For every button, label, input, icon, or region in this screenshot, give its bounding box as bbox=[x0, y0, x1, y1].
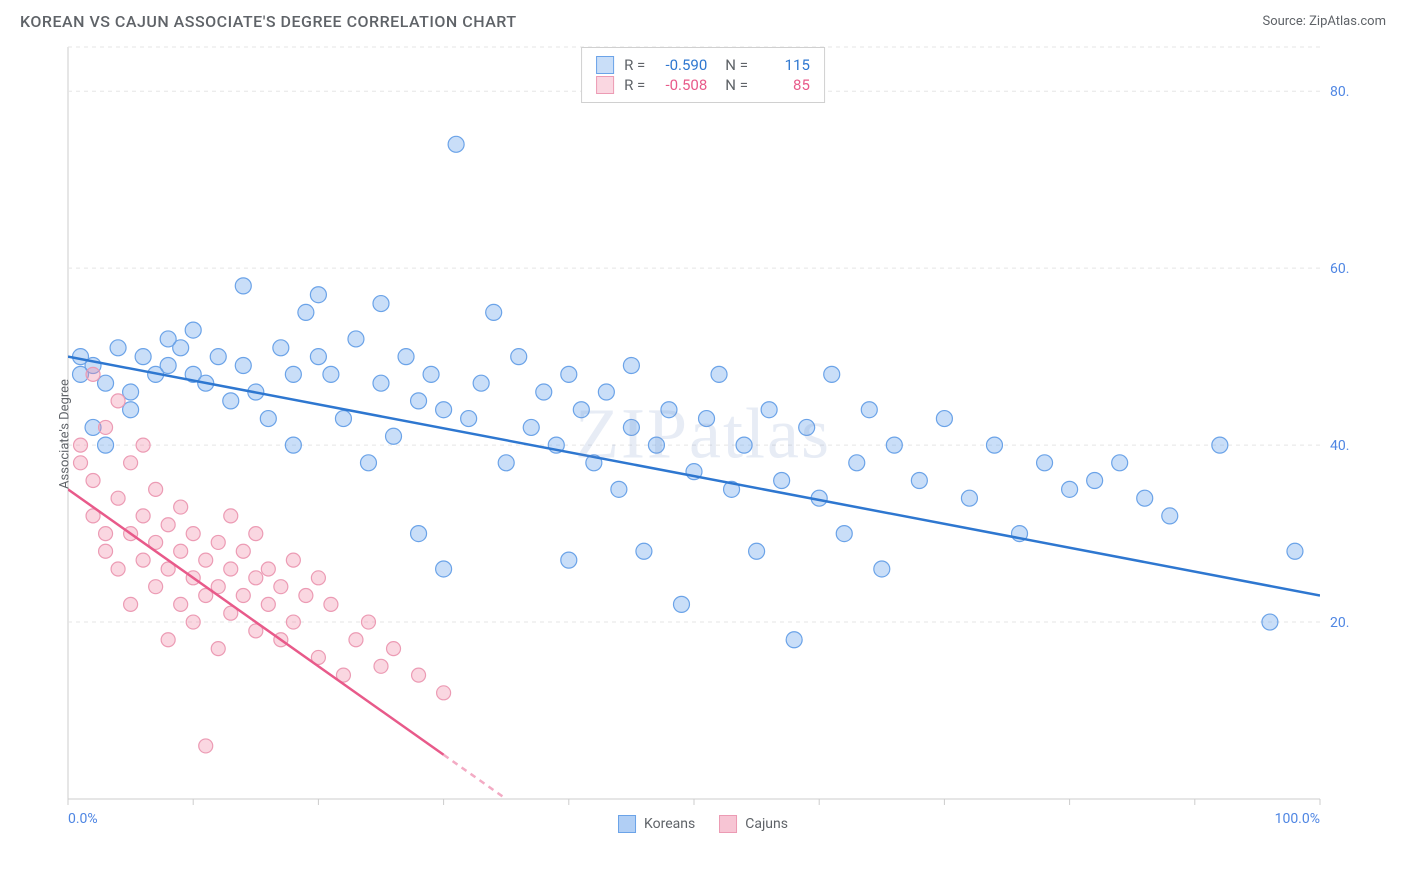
stat-label-n: N = bbox=[725, 76, 748, 94]
series-cajuns bbox=[68, 367, 506, 799]
y-axis-label: Associate's Degree bbox=[57, 379, 72, 489]
x-tick-label: 0.0% bbox=[68, 811, 98, 827]
legend-label: Cajuns bbox=[745, 816, 788, 832]
x-tick-label: 100.0% bbox=[1275, 811, 1320, 827]
stat-r-cajuns: -0.508 bbox=[655, 76, 707, 94]
swatch-koreans bbox=[618, 815, 636, 833]
stat-n-cajuns: 85 bbox=[758, 76, 810, 94]
y-tick-label: 80.0% bbox=[1330, 84, 1350, 100]
scatter-chart: 20.0% 40.0% 60.0% 80.0% 0.0% 100.0% bbox=[20, 39, 1350, 829]
chart-container: Associate's Degree ZIPatlas 20.0%40.0%60… bbox=[20, 39, 1386, 829]
stats-legend: R = -0.590 N = 115 R = -0.508 N = 85 bbox=[581, 47, 825, 103]
stat-label-r: R = bbox=[624, 76, 645, 94]
y-tick-label: 40.0% bbox=[1330, 438, 1350, 454]
legend-label: Koreans bbox=[644, 816, 695, 832]
chart-title: KOREAN VS CAJUN ASSOCIATE'S DEGREE CORRE… bbox=[20, 12, 517, 31]
stat-label-r: R = bbox=[624, 56, 645, 74]
y-tick-label: 60.0% bbox=[1330, 261, 1350, 277]
legend-item-cajuns: Cajuns bbox=[719, 815, 788, 833]
stats-row-koreans: R = -0.590 N = 115 bbox=[596, 56, 810, 74]
swatch-koreans bbox=[596, 56, 614, 74]
swatch-cajuns bbox=[596, 76, 614, 94]
legend-item-koreans: Koreans bbox=[618, 815, 695, 833]
y-tick-label: 20.0% bbox=[1330, 615, 1350, 631]
swatch-cajuns bbox=[719, 815, 737, 833]
stat-n-koreans: 115 bbox=[758, 56, 810, 74]
stat-r-koreans: -0.590 bbox=[655, 56, 707, 74]
stats-row-cajuns: R = -0.508 N = 85 bbox=[596, 76, 810, 94]
bottom-legend: Koreans Cajuns bbox=[618, 815, 788, 833]
stat-label-n: N = bbox=[725, 56, 748, 74]
source-label: Source: ZipAtlas.com bbox=[1262, 14, 1386, 29]
